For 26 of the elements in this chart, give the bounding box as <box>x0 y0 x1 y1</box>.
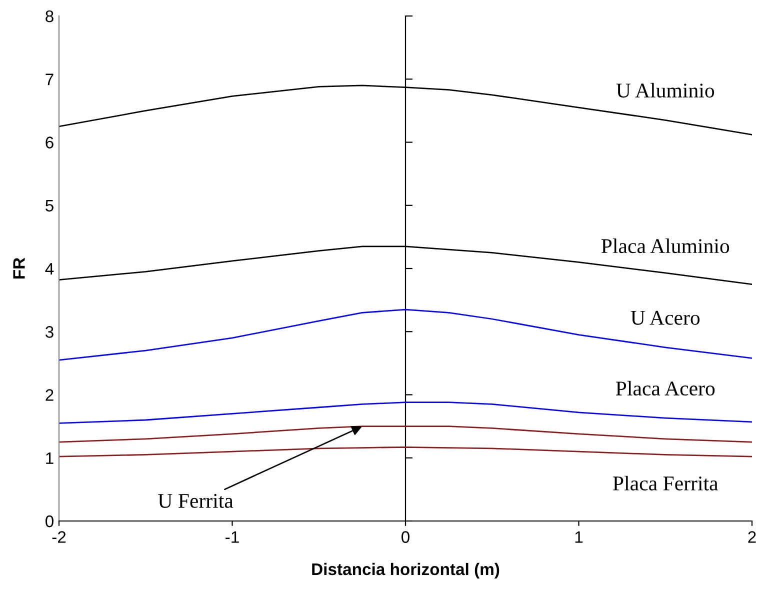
line-series <box>59 402 752 424</box>
series-label: Placa Acero <box>616 380 715 396</box>
x-tick-label: 0 <box>402 531 410 543</box>
series-label: U Aluminio <box>616 82 714 98</box>
x-tick-label: 1 <box>575 531 583 543</box>
y-tick-label: 4 <box>45 263 54 275</box>
y-tick-label: 8 <box>46 10 54 22</box>
y-tick-label: 5 <box>46 200 54 212</box>
x-tick-label: 2 <box>748 531 756 543</box>
y-tick-label: 1 <box>46 452 54 464</box>
series-label: Placa Ferrita <box>613 476 718 490</box>
y-tick-label: 2 <box>46 389 54 401</box>
x-tick-label: -1 <box>226 531 239 543</box>
y-tick-label: 6 <box>46 136 54 148</box>
y-axis-title: FR <box>13 258 25 278</box>
y-tick-label: 0 <box>46 515 54 528</box>
x-axis-title: Distancia horizontal (m) <box>312 562 500 578</box>
line-series <box>59 446 752 458</box>
y-tick-label: 7 <box>46 74 54 86</box>
y-tick-label: 3 <box>46 326 54 338</box>
series-label: U Acero <box>630 310 700 325</box>
series-label: Placa Aluminio <box>601 238 730 254</box>
text: U Ferrita <box>158 494 234 508</box>
line-series <box>59 308 752 361</box>
line-series <box>59 426 752 443</box>
x-tick-label: -2 <box>52 531 66 543</box>
